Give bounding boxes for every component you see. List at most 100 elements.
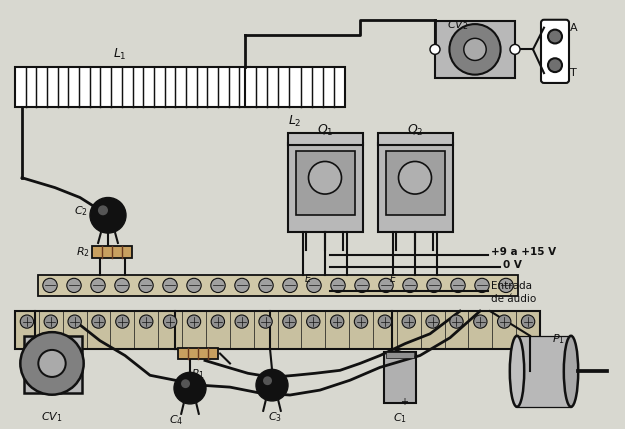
Circle shape [38, 350, 66, 377]
Bar [15, 67, 250, 107]
Text: $P_1$: $P_1$ [551, 332, 564, 346]
Circle shape [211, 278, 225, 293]
Circle shape [282, 278, 298, 293]
Circle shape [44, 315, 58, 328]
Circle shape [115, 278, 129, 293]
Circle shape [378, 315, 392, 328]
Circle shape [181, 379, 190, 388]
Circle shape [399, 161, 431, 194]
Circle shape [259, 278, 273, 293]
Circle shape [402, 315, 416, 328]
Circle shape [307, 278, 321, 293]
Bar [378, 133, 453, 145]
Text: de áudio: de áudio [491, 294, 536, 304]
Circle shape [309, 161, 341, 194]
Circle shape [162, 278, 177, 293]
Text: $CV_1$: $CV_1$ [41, 410, 62, 424]
Circle shape [379, 278, 393, 293]
Text: T: T [570, 68, 577, 78]
Text: +9 a +15 V: +9 a +15 V [491, 247, 556, 257]
Circle shape [139, 315, 153, 328]
Text: 0 V: 0 V [503, 260, 522, 270]
Bar [378, 143, 453, 232]
Bar [386, 151, 445, 215]
Bar [245, 67, 345, 107]
Circle shape [464, 38, 486, 60]
Circle shape [139, 278, 153, 293]
Circle shape [263, 376, 272, 385]
Circle shape [474, 315, 487, 328]
Circle shape [510, 45, 520, 54]
Circle shape [331, 315, 344, 328]
Ellipse shape [564, 336, 578, 407]
Text: $Q_2$: $Q_2$ [407, 123, 423, 138]
Circle shape [499, 278, 513, 293]
Circle shape [307, 315, 320, 328]
Text: $L_1$: $L_1$ [113, 47, 127, 62]
Circle shape [187, 278, 201, 293]
Text: $C_2$: $C_2$ [74, 205, 88, 218]
Text: $C_3$: $C_3$ [268, 410, 282, 424]
Text: E: E [390, 275, 396, 284]
Circle shape [426, 315, 439, 328]
Text: $Q_1$: $Q_1$ [317, 123, 333, 138]
Text: $C_1$: $C_1$ [393, 411, 407, 425]
Bar [296, 151, 355, 215]
Circle shape [402, 278, 418, 293]
Circle shape [498, 315, 511, 328]
Circle shape [430, 45, 440, 54]
Circle shape [282, 315, 296, 328]
Circle shape [259, 315, 272, 328]
Circle shape [211, 315, 224, 328]
Circle shape [174, 372, 206, 404]
FancyBboxPatch shape [541, 20, 569, 83]
Circle shape [355, 278, 369, 293]
Text: A: A [570, 23, 578, 33]
Bar [386, 352, 414, 357]
Circle shape [548, 30, 562, 43]
Circle shape [521, 315, 535, 328]
Circle shape [427, 278, 441, 293]
Circle shape [163, 315, 177, 328]
Text: $L_2$: $L_2$ [288, 114, 302, 129]
Bar [92, 246, 132, 258]
Bar [384, 352, 416, 403]
Text: Entrada: Entrada [491, 281, 532, 291]
Circle shape [548, 58, 562, 72]
Bar [517, 336, 571, 407]
Bar [435, 21, 515, 78]
Bar [288, 143, 363, 232]
Circle shape [354, 315, 367, 328]
Circle shape [21, 332, 84, 395]
Text: $R_2$: $R_2$ [76, 245, 90, 259]
Circle shape [68, 315, 81, 328]
Bar [178, 347, 218, 360]
Text: E: E [305, 275, 311, 284]
Circle shape [91, 278, 105, 293]
Circle shape [20, 315, 34, 328]
Text: $R_1$: $R_1$ [191, 367, 205, 381]
Circle shape [116, 315, 129, 328]
Circle shape [451, 278, 465, 293]
Circle shape [235, 278, 249, 293]
Text: $CV_2$: $CV_2$ [447, 18, 469, 32]
Text: $C_4$: $C_4$ [169, 413, 183, 426]
Circle shape [475, 278, 489, 293]
Circle shape [92, 315, 105, 328]
Circle shape [90, 197, 126, 233]
Circle shape [188, 315, 201, 328]
Circle shape [256, 369, 288, 401]
Circle shape [331, 278, 345, 293]
Text: +: + [400, 397, 408, 407]
Circle shape [235, 315, 248, 328]
Bar [288, 133, 363, 145]
Circle shape [98, 205, 108, 215]
Ellipse shape [510, 336, 524, 407]
Bar [38, 275, 518, 296]
Bar [24, 336, 82, 393]
Circle shape [67, 278, 81, 293]
Bar [15, 311, 540, 349]
Circle shape [449, 24, 501, 75]
Circle shape [450, 315, 463, 328]
Circle shape [42, 278, 58, 293]
